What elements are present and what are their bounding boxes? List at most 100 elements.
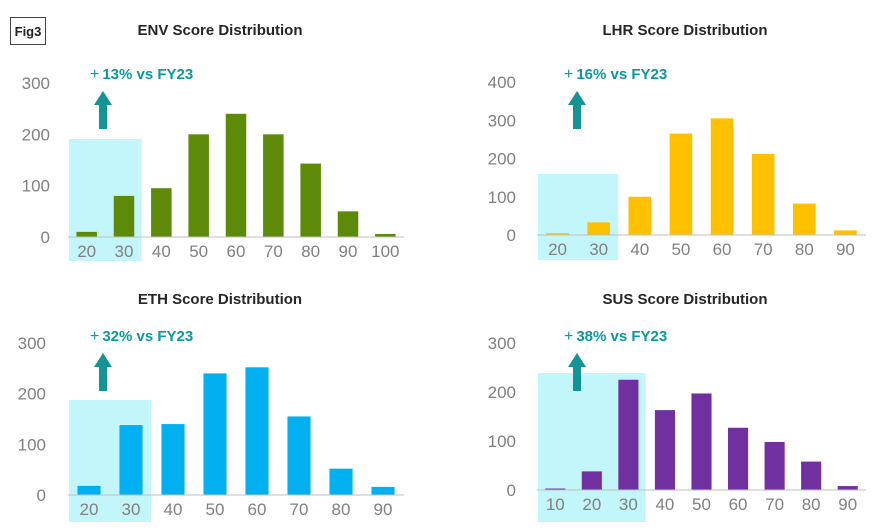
x-tick-label: 30: [619, 495, 638, 514]
x-tick-label: 20: [77, 242, 96, 261]
x-tick-label: 30: [589, 240, 608, 259]
up-arrow-icon: [568, 91, 586, 129]
bar-50: [691, 393, 712, 490]
bar-10: [545, 488, 566, 490]
chart-panel-env: ENV Score Distribution 0 100 200 300 20 30 40 50…: [22, 22, 404, 261]
bar-40: [161, 424, 185, 495]
x-tick-label: 60: [248, 500, 267, 519]
bar-40: [654, 410, 675, 490]
y-tick-label: 300: [22, 74, 50, 93]
x-tick-label: 10: [546, 495, 565, 514]
up-arrow-icon: [568, 353, 586, 391]
x-tick-label: 70: [754, 240, 773, 259]
change-annotation: +32% vs FY23: [90, 328, 193, 345]
y-tick-label: 100: [22, 177, 50, 196]
bar-20: [76, 231, 97, 237]
x-tick-label: 80: [802, 495, 821, 514]
bar-70: [263, 134, 284, 237]
bar-90: [834, 230, 857, 235]
chart-title: ETH Score Distribution: [138, 291, 302, 308]
bar-60: [245, 367, 269, 495]
bar-80: [300, 163, 321, 237]
change-annotation: +38% vs FY23: [564, 328, 667, 345]
bar-40: [628, 196, 652, 235]
x-tick-label: 100: [371, 242, 399, 261]
x-tick-label: 20: [582, 495, 601, 514]
y-tick-label: 100: [18, 435, 46, 454]
x-tick-label: 20: [548, 240, 567, 259]
bar-70: [287, 416, 311, 495]
x-tick-label: 60: [729, 495, 748, 514]
y-tick-label: 200: [22, 125, 50, 144]
y-tick-label: 0: [37, 486, 46, 505]
x-tick-label: 70: [290, 500, 309, 519]
bar-80: [801, 461, 822, 490]
chart-title: ENV Score Distribution: [137, 22, 302, 39]
x-tick-label: 60: [713, 240, 732, 259]
x-tick-label: 70: [264, 242, 283, 261]
x-tick-label: 40: [655, 495, 674, 514]
bar-60: [728, 427, 749, 490]
y-tick-label: 100: [488, 432, 516, 451]
y-tick-label: 200: [488, 150, 516, 169]
bar-70: [751, 153, 775, 235]
bar-80: [329, 468, 353, 495]
up-arrow-icon: [94, 353, 112, 391]
x-tick-label: 40: [164, 500, 183, 519]
x-tick-label: 90: [838, 495, 857, 514]
bar-70: [764, 441, 785, 490]
bar-80: [793, 203, 816, 235]
bar-90: [837, 486, 858, 490]
bar-50: [203, 373, 227, 495]
x-tick-label: 70: [765, 495, 784, 514]
x-tick-label: 60: [227, 242, 246, 261]
y-tick-label: 0: [507, 481, 516, 500]
chart-panel-lhr: LHR Score Distribution 0 100 200 300 400 20 30 4…: [488, 22, 866, 260]
x-tick-label: 80: [795, 240, 814, 259]
up-arrow-icon: [94, 91, 112, 129]
change-annotation: +16% vs FY23: [564, 66, 667, 83]
chart-title: SUS Score Distribution: [602, 291, 767, 308]
x-tick-label: 50: [671, 240, 690, 259]
bar-40: [151, 188, 172, 237]
bar-90: [371, 486, 395, 495]
bar-30: [587, 222, 610, 235]
x-tick-label: 40: [152, 242, 171, 261]
bar-50: [188, 134, 209, 237]
x-tick-label: 80: [332, 500, 351, 519]
bar-60: [225, 113, 247, 237]
x-tick-label: 80: [301, 242, 320, 261]
y-tick-label: 0: [41, 228, 50, 247]
x-tick-label: 30: [115, 242, 134, 261]
chart-panel-sus: SUS Score Distribution 0 100 200 300 10 20 30 40…: [488, 291, 866, 522]
y-tick-label: 0: [507, 226, 516, 245]
y-tick-label: 400: [488, 73, 516, 92]
bar-30: [113, 195, 135, 237]
bar-20: [581, 471, 602, 490]
change-annotation: +13% vs FY23: [90, 66, 193, 83]
x-tick-label: 50: [692, 495, 711, 514]
y-tick-label: 300: [18, 334, 46, 353]
figure-label: Fig3: [10, 17, 46, 45]
x-tick-label: 50: [206, 500, 225, 519]
bar-20: [77, 485, 101, 495]
bar-20: [546, 233, 569, 235]
bar-100: [375, 233, 396, 237]
bar-30: [618, 379, 639, 490]
x-tick-label: 40: [630, 240, 649, 259]
y-tick-label: 200: [488, 383, 516, 402]
x-tick-label: 90: [836, 240, 855, 259]
x-tick-label: 50: [189, 242, 208, 261]
x-tick-label: 90: [339, 242, 358, 261]
highlight-band: [538, 174, 619, 260]
x-tick-label: 90: [374, 500, 393, 519]
chart-panel-eth: ETH Score Distribution 0 100 200 300 20 30 40 50…: [18, 291, 404, 522]
bar-30: [119, 425, 143, 495]
x-tick-label: 30: [122, 500, 141, 519]
y-tick-label: 200: [18, 385, 46, 404]
y-tick-label: 100: [488, 188, 516, 207]
chart-title: LHR Score Distribution: [602, 22, 767, 39]
bar-50: [669, 133, 693, 235]
x-tick-label: 20: [80, 500, 99, 519]
